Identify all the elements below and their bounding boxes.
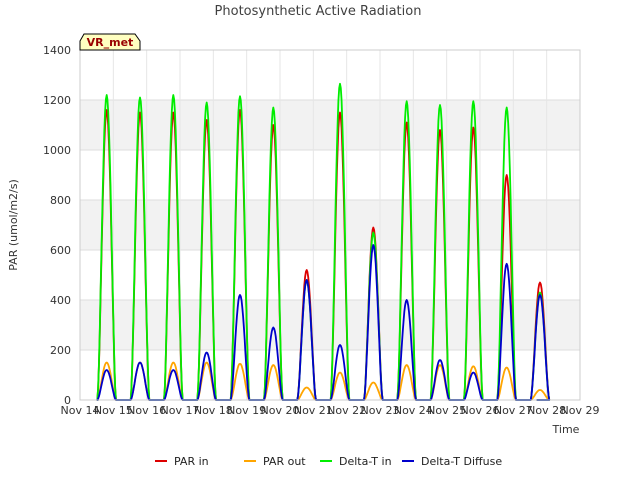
plot-band [80, 350, 580, 400]
plot-frame [79, 49, 581, 401]
y-tick-label: 0 [64, 394, 71, 407]
x-tick-label: Nov 18 [194, 404, 233, 417]
x-tick-label: Nov 22 [327, 404, 366, 417]
y-tick-label: 1400 [43, 44, 71, 57]
plot-band [80, 200, 580, 250]
x-tick-label: Nov 19 [227, 404, 266, 417]
plot-band [80, 150, 580, 200]
x-tick-label: Nov 16 [127, 404, 166, 417]
x-tick-label: Nov 26 [461, 404, 500, 417]
x-tick-label: Nov 17 [161, 404, 200, 417]
legend-item-par-out: PAR out [244, 455, 306, 468]
y-tick-label: 400 [50, 294, 71, 307]
legend-label: PAR out [263, 455, 306, 468]
x-tick-label: Nov 28 [527, 404, 566, 417]
x-tick-label: Nov 23 [361, 404, 400, 417]
legend-label: PAR in [174, 455, 209, 468]
y-tick-labels: 0 200 400 600 800 1000 1200 1400 [43, 44, 71, 407]
legend-item-par-in: PAR in [155, 455, 209, 468]
legend-item-delta-t-in: Delta-T in [320, 455, 392, 468]
x-tick-label: Nov 25 [427, 404, 466, 417]
x-tick-label: Nov 15 [94, 404, 133, 417]
y-tick-label: 1000 [43, 144, 71, 157]
axes [79, 49, 581, 401]
legend-label: Delta-T Diffuse [421, 455, 502, 468]
y-tick-label: 600 [50, 244, 71, 257]
x-tick-label: Nov 29 [561, 404, 600, 417]
station-badge: VR_met [79, 33, 141, 51]
plot-band [80, 100, 580, 150]
badge-shape [79, 33, 141, 51]
x-axis-label: Time [552, 423, 580, 436]
y-tick-label: 1200 [43, 94, 71, 107]
legend-label: Delta-T in [339, 455, 392, 468]
chart-title: Photosynthetic Active Radiation [215, 4, 422, 19]
legend-item-delta-t-diffuse: Delta-T Diffuse [402, 455, 502, 468]
x-tick-label: Nov 20 [261, 404, 300, 417]
x-tick-label: Nov 27 [494, 404, 533, 417]
x-tick-label: Nov 14 [61, 404, 100, 417]
y-axis-label: PAR (umol/m2/s) [7, 179, 20, 271]
plot-background [80, 50, 580, 400]
y-tick-label: 800 [50, 194, 71, 207]
badge-label: VR_met [87, 36, 134, 49]
plot-band [80, 50, 580, 100]
plot-band [80, 250, 580, 300]
legend: PAR in PAR out Delta-T in Delta-T Diffuse [155, 455, 502, 468]
x-tick-label: Nov 21 [294, 404, 333, 417]
y-tick-label: 200 [50, 344, 71, 357]
plot-band [80, 300, 580, 350]
x-tick-label: Nov 24 [394, 404, 433, 417]
